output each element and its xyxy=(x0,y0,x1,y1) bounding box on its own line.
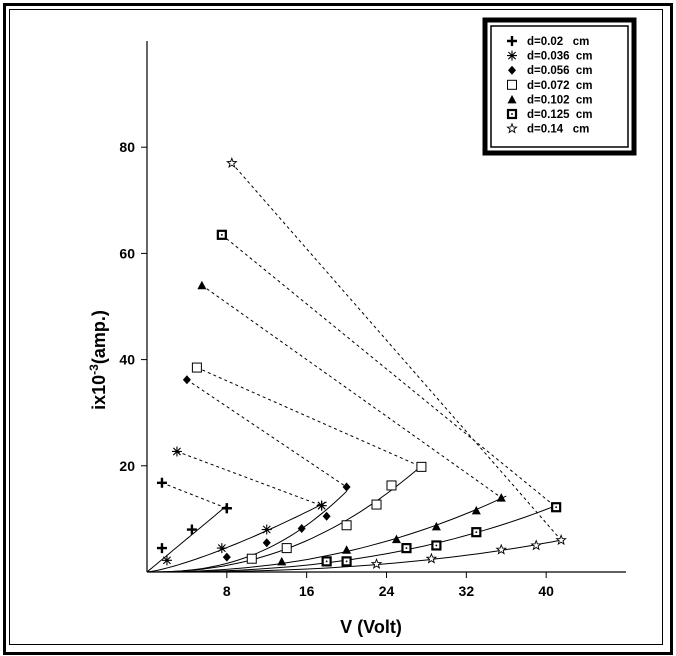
legend-marker-asterisk xyxy=(507,50,517,61)
dashed-trend-lines xyxy=(161,162,562,541)
data-point-star xyxy=(530,539,542,551)
data-point-diamond xyxy=(297,523,306,533)
y-axis-title-exponent: -3 xyxy=(87,364,101,375)
dashed-line-square-dot xyxy=(221,234,557,508)
legend-marker-plus xyxy=(507,36,517,46)
end-point-square-dot xyxy=(551,502,562,513)
data-point-plus xyxy=(156,543,167,554)
legend-marker-square xyxy=(507,79,517,90)
tick-labels: 8 16 24 32 40 20 40 60 80 xyxy=(119,139,554,599)
legend-marker-triangle xyxy=(507,94,517,104)
data-point-square-dot xyxy=(321,556,332,567)
data-point-star xyxy=(495,543,508,555)
dashed-line-square xyxy=(196,367,422,468)
dashed-line-asterisk xyxy=(176,450,322,507)
data-point-asterisk xyxy=(161,555,172,566)
peak-point-triangle xyxy=(197,280,207,290)
y-axis-title-unit: (amp.) xyxy=(89,310,109,364)
dashed-line-triangle xyxy=(201,284,502,499)
x-axis-title: V (Volt) xyxy=(340,617,402,637)
legend-marker-square-dot xyxy=(506,108,518,120)
data-markers xyxy=(156,157,567,569)
fit-curve-star xyxy=(147,539,562,573)
data-point-square-dot xyxy=(341,556,352,567)
fit-curves xyxy=(146,465,562,573)
data-point-triangle xyxy=(391,534,401,544)
end-point-diamond xyxy=(342,482,351,492)
data-point-square xyxy=(281,543,292,554)
data-point-diamond xyxy=(322,511,331,521)
dashed-line-diamond xyxy=(186,379,347,488)
peak-point-square-dot xyxy=(216,229,227,240)
data-point-plus xyxy=(186,524,197,535)
end-point-star xyxy=(555,534,567,546)
legend-items: d=0.02 cm d=0.036 cm d=0.056 cm d=0.072 cm d… xyxy=(506,36,593,136)
data-point-star xyxy=(425,552,438,564)
y-axis-title: ix10-3(amp.) xyxy=(87,310,109,410)
end-point-plus xyxy=(221,503,232,514)
peak-point-star xyxy=(226,157,238,169)
legend-label-square: d=0.072 cm xyxy=(527,80,593,92)
legend-inner-border xyxy=(490,25,629,148)
data-point-square-dot xyxy=(431,540,442,551)
data-point-triangle xyxy=(471,505,481,515)
x-tick-label: 40 xyxy=(538,583,554,599)
data-point-square xyxy=(246,553,257,564)
peak-point-asterisk xyxy=(171,446,182,457)
legend-marker-diamond xyxy=(508,65,516,75)
legend-label-diamond: d=0.056 cm xyxy=(527,65,593,77)
end-point-square xyxy=(416,461,427,472)
data-point-asterisk xyxy=(261,524,272,535)
legend-label-star: d=0.14 cm xyxy=(527,124,589,136)
legend-marker-star xyxy=(506,122,518,134)
y-axis-title-base: ix10 xyxy=(89,375,109,410)
fit-curve-triangle xyxy=(147,495,507,573)
legend-label-asterisk: d=0.036 cm xyxy=(527,51,593,63)
data-point-triangle xyxy=(342,545,352,554)
chart-inner-frame xyxy=(9,9,663,645)
peak-point-plus xyxy=(156,477,167,488)
legend-label-square-dot: d=0.125 cm xyxy=(527,109,593,121)
dashed-line-plus xyxy=(161,482,228,509)
data-point-square xyxy=(341,520,352,531)
data-point-triangle xyxy=(277,556,287,566)
data-point-square-dot xyxy=(471,527,482,538)
data-point-square-dot xyxy=(401,543,412,554)
legend: d=0.02 cm d=0.036 cm d=0.056 cm d=0.072 cm d… xyxy=(482,17,637,156)
y-tick-label: 40 xyxy=(119,352,135,368)
x-tick-label: 8 xyxy=(223,583,231,599)
peak-point-diamond xyxy=(182,375,191,385)
end-point-asterisk xyxy=(316,500,327,511)
end-point-triangle xyxy=(496,493,506,502)
tick-marks xyxy=(141,146,547,578)
data-point-diamond xyxy=(222,552,231,562)
peak-point-square xyxy=(191,362,202,373)
data-point-asterisk xyxy=(216,543,227,554)
y-tick-label: 60 xyxy=(119,245,135,261)
y-tick-label: 20 xyxy=(119,458,135,474)
legend-label-plus: d=0.02 cm xyxy=(527,36,589,48)
fit-curve-square xyxy=(147,465,422,573)
data-point-star xyxy=(370,557,383,569)
data-point-triangle xyxy=(431,521,441,531)
data-point-square xyxy=(371,499,382,510)
legend-label-triangle: d=0.102 cm xyxy=(527,94,593,106)
fit-curve-asterisk xyxy=(146,501,327,573)
chart-frame xyxy=(3,3,673,655)
data-point-diamond xyxy=(262,538,271,548)
fit-curve-plus xyxy=(146,505,228,573)
x-tick-label: 24 xyxy=(379,583,395,599)
data-point-square xyxy=(386,480,397,491)
x-tick-label: 16 xyxy=(299,583,315,599)
x-tick-label: 32 xyxy=(459,583,475,599)
y-tick-label: 80 xyxy=(119,139,135,155)
